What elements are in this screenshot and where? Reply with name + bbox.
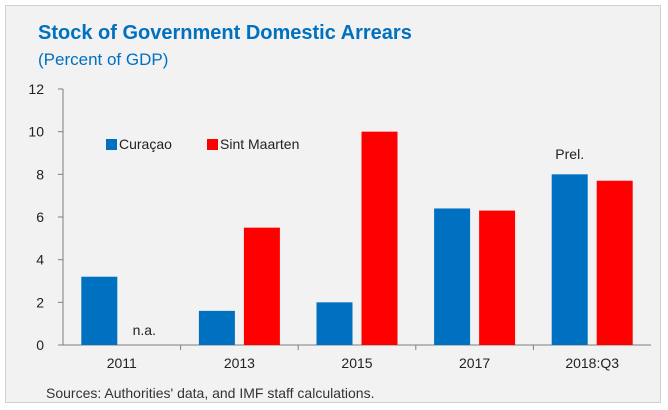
bar-curacao xyxy=(551,174,588,345)
bar-curacao xyxy=(316,302,353,345)
prelim-label: Prel. xyxy=(555,146,584,162)
bar-sint-maarten xyxy=(243,227,280,345)
y-tick-label: 6 xyxy=(36,209,44,225)
x-tick-label: 2017 xyxy=(459,355,490,371)
bars xyxy=(81,131,633,345)
legend-item-curacao-label: Curaçao xyxy=(119,136,172,152)
y-tick-label: 0 xyxy=(36,337,44,353)
bar-sint-maarten xyxy=(361,131,398,345)
bar-curacao xyxy=(198,310,235,345)
labels: 0 2 4 6 8 10 12 2011 2013 2015 2017 2018:Q3 n.a. Prel… xyxy=(28,81,619,371)
legend: Curaçao Sint Maarten xyxy=(106,136,299,152)
chart-subtitle: (Percent of GDP) xyxy=(38,50,169,69)
y-tick-label: 10 xyxy=(28,124,44,140)
x-tick-label: 2018:Q3 xyxy=(565,355,619,371)
legend-item-curacao-swatch xyxy=(106,139,117,150)
legend-item-sint-maarten-swatch xyxy=(207,139,218,150)
bar-sint-maarten xyxy=(479,210,516,345)
legend-item-sint-maarten-label: Sint Maarten xyxy=(220,136,299,152)
y-tick-label: 4 xyxy=(36,252,44,268)
y-tick-label: 8 xyxy=(36,166,44,182)
bar-curacao xyxy=(81,276,118,345)
na-label: n.a. xyxy=(133,322,156,338)
bar-sint-maarten xyxy=(596,180,633,345)
x-tick-label: 2013 xyxy=(224,355,255,371)
bar-curacao xyxy=(434,208,471,345)
y-tick-label: 2 xyxy=(36,294,44,310)
chart-title: Stock of Government Domestic Arrears xyxy=(38,22,412,44)
y-tick-label: 12 xyxy=(28,81,44,97)
x-tick-label: 2011 xyxy=(107,355,137,371)
x-tick-label: 2015 xyxy=(341,355,372,371)
source-note: Sources: Authorities' data, and IMF staf… xyxy=(46,385,375,401)
